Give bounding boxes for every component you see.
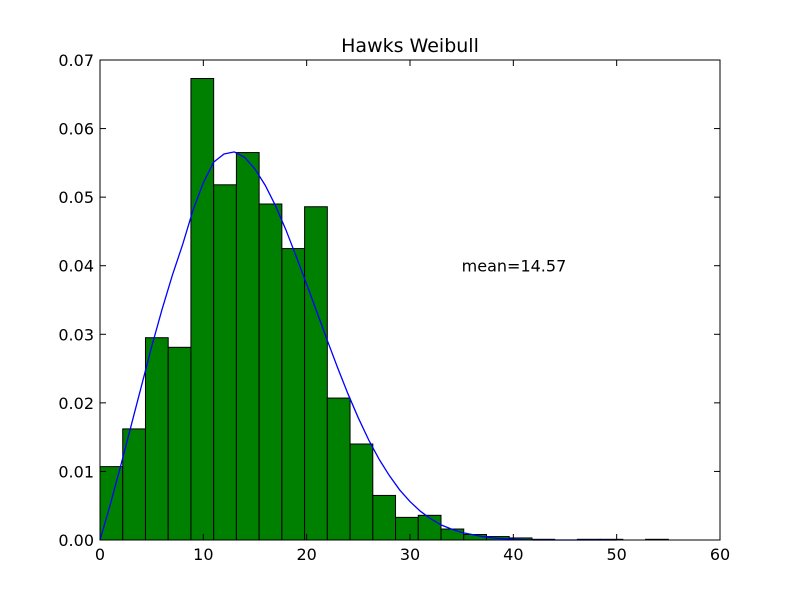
histogram-bar — [281, 248, 306, 541]
mean-annotation: mean=14.57 — [462, 257, 567, 276]
y-tick-label: 0.00 — [58, 531, 94, 550]
y-tick-label: 0.07 — [58, 51, 94, 70]
x-tick-label: 0 — [95, 545, 105, 564]
histogram-bar — [395, 516, 419, 541]
histogram-bar — [190, 78, 215, 541]
histogram-bar — [326, 397, 351, 541]
histogram-bar — [417, 514, 442, 541]
weibull-curve-layer — [99, 151, 617, 541]
histogram-bar — [372, 494, 397, 541]
x-tick-label: 20 — [296, 545, 316, 564]
x-tick-label: 50 — [606, 545, 626, 564]
histogram-bar — [167, 346, 192, 541]
y-tick-label: 0.02 — [58, 394, 94, 413]
x-tick-label: 10 — [193, 545, 213, 564]
histogram-bar — [144, 337, 169, 541]
chart-title: Hawks Weibull — [341, 35, 479, 57]
histogram-bar — [304, 206, 328, 541]
y-tick-label: 0.04 — [58, 257, 94, 276]
histogram-bars — [99, 78, 669, 541]
histogram-bar — [440, 528, 465, 541]
x-axis-ticks: 0 10 20 30 40 50 60 — [95, 60, 730, 564]
x-tick-label: 40 — [503, 545, 523, 564]
y-axis-ticks: 0.00 0.01 0.02 0.03 0.04 0.05 0.06 0.07 — [58, 51, 720, 550]
histogram-bar — [213, 184, 237, 541]
y-tick-label: 0.03 — [58, 325, 94, 344]
histogram-bar — [349, 443, 374, 541]
histogram-bar — [235, 152, 260, 541]
x-tick-label: 30 — [400, 545, 420, 564]
histogram-bar — [258, 203, 283, 541]
y-tick-label: 0.05 — [58, 188, 94, 207]
weibull-curve-line — [99, 151, 617, 541]
x-tick-label: 60 — [710, 545, 730, 564]
y-tick-label: 0.06 — [58, 120, 94, 139]
y-tick-label: 0.01 — [58, 462, 94, 481]
